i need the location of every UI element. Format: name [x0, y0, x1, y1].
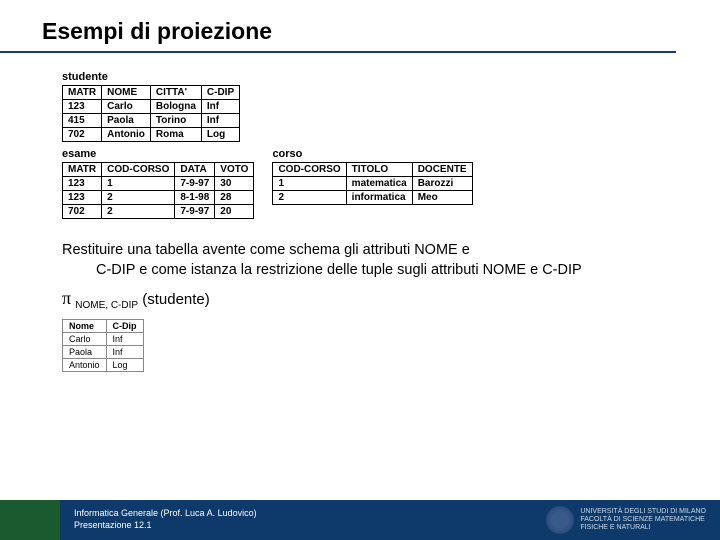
cell: Carlo	[102, 100, 151, 114]
table-result: Nome C-Dip CarloInf PaolaInf AntonioLog	[62, 319, 144, 372]
cell: Paola	[102, 114, 151, 128]
cell: Antonio	[63, 359, 107, 372]
cell: Inf	[106, 346, 143, 359]
col-header: MATR	[63, 86, 102, 100]
col-header: COD-CORSO	[102, 163, 175, 177]
col-header: VOTO	[215, 163, 254, 177]
cell: Inf	[106, 333, 143, 346]
cell: Bologna	[150, 100, 201, 114]
slide-footer: Informatica Generale (Prof. Luca A. Ludo…	[0, 500, 720, 540]
col-header: MATR	[63, 163, 102, 177]
table-label-esame: esame	[62, 148, 254, 160]
col-header: TITOLO	[346, 163, 412, 177]
projection-formula: π NOME, C-DIP (studente)	[62, 288, 678, 311]
cell: 123	[63, 100, 102, 114]
col-header: COD-CORSO	[273, 163, 346, 177]
col-header: C-Dip	[106, 320, 143, 333]
table-corso: COD-CORSO TITOLO DOCENTE 1matematicaBaro…	[272, 162, 472, 205]
table-esame: MATR COD-CORSO DATA VOTO 12317-9-9730 12…	[62, 162, 254, 219]
logo-icon	[546, 506, 574, 534]
col-header: NOME	[102, 86, 151, 100]
cell: Log	[201, 128, 239, 142]
cell: 7-9-97	[175, 177, 215, 191]
cell: Log	[106, 359, 143, 372]
cell: matematica	[346, 177, 412, 191]
text-line: C-DIP e come istanza la restrizione dell…	[62, 261, 648, 281]
cell: 123	[63, 177, 102, 191]
university-logo: UNIVERSITÀ DEGLI STUDI DI MILANO FACOLTÀ…	[546, 506, 706, 534]
cell: 30	[215, 177, 254, 191]
footer-text: Informatica Generale (Prof. Luca A. Ludo…	[60, 508, 257, 531]
table-label-corso: corso	[272, 148, 472, 160]
cell: 2	[273, 191, 346, 205]
cell: Paola	[63, 346, 107, 359]
cell: 2	[102, 205, 175, 219]
cell: Barozzi	[412, 177, 472, 191]
footer-accent	[0, 500, 60, 540]
cell: 1	[102, 177, 175, 191]
text-line: Restituire una tabella avente come schem…	[62, 242, 470, 258]
cell: 702	[63, 205, 102, 219]
cell: informatica	[346, 191, 412, 205]
col-header: C-DIP	[201, 86, 239, 100]
formula-arg: (studente)	[142, 291, 210, 308]
logo-text-line: FISICHE E NATURALI	[580, 524, 706, 532]
table-label-studente: studente	[62, 71, 678, 83]
slide-title: Esempi di proiezione	[42, 18, 720, 45]
cell: Antonio	[102, 128, 151, 142]
cell: 2	[102, 191, 175, 205]
cell: 123	[63, 191, 102, 205]
col-header: Nome	[63, 320, 107, 333]
cell: Inf	[201, 114, 239, 128]
cell: Carlo	[63, 333, 107, 346]
formula-subscript: NOME, C-DIP	[75, 300, 138, 311]
logo-text-line: UNIVERSITÀ DEGLI STUDI DI MILANO	[580, 508, 706, 516]
table-studente: MATR NOME CITTA' C-DIP 123CarloBolognaIn…	[62, 85, 240, 142]
col-header: CITTA'	[150, 86, 201, 100]
cell: Roma	[150, 128, 201, 142]
cell: 1	[273, 177, 346, 191]
cell: 702	[63, 128, 102, 142]
col-header: DOCENTE	[412, 163, 472, 177]
cell: 28	[215, 191, 254, 205]
pi-symbol: π	[62, 288, 71, 308]
cell: 415	[63, 114, 102, 128]
logo-text-line: FACOLTÀ DI SCIENZE MATEMATICHE	[580, 516, 706, 524]
body-paragraph: Restituire una tabella avente come schem…	[62, 241, 678, 280]
footer-line: Informatica Generale (Prof. Luca A. Ludo…	[74, 508, 257, 520]
cell: 20	[215, 205, 254, 219]
cell: Meo	[412, 191, 472, 205]
cell: Torino	[150, 114, 201, 128]
cell: 8-1-98	[175, 191, 215, 205]
footer-line: Presentazione 12.1	[74, 520, 257, 532]
cell: Inf	[201, 100, 239, 114]
cell: 7-9-97	[175, 205, 215, 219]
col-header: DATA	[175, 163, 215, 177]
